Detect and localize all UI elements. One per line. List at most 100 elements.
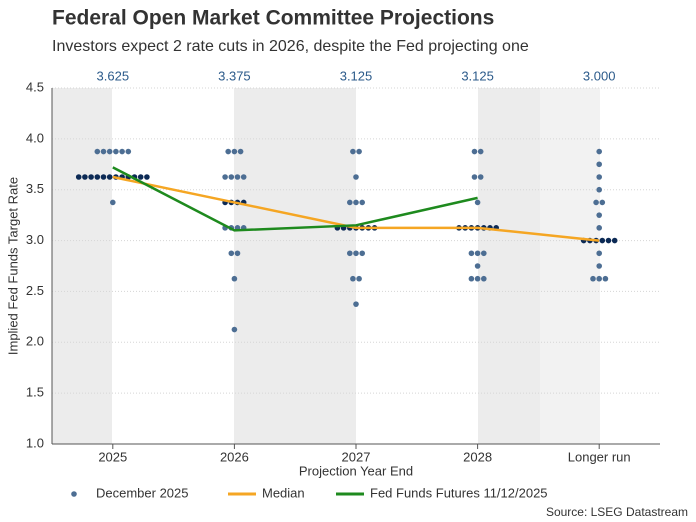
dot bbox=[353, 250, 359, 257]
dot bbox=[234, 250, 241, 257]
dot bbox=[231, 326, 238, 333]
chart-title: Federal Open Market Committee Projection… bbox=[52, 7, 494, 30]
x-tick-label: Longer run bbox=[568, 449, 631, 464]
dot bbox=[88, 174, 94, 180]
dot bbox=[106, 148, 113, 155]
dot bbox=[596, 225, 602, 231]
dot bbox=[468, 275, 475, 282]
y-tick-label: 4.5 bbox=[26, 79, 44, 94]
dot bbox=[347, 250, 353, 257]
x-tick-label: 2026 bbox=[220, 449, 249, 464]
legend-label: Median bbox=[262, 485, 305, 500]
dot bbox=[113, 148, 119, 155]
source: Source: LSEG Datastream bbox=[546, 505, 688, 519]
dot bbox=[596, 161, 602, 168]
dot bbox=[481, 275, 487, 282]
dot bbox=[359, 199, 366, 206]
dot bbox=[228, 250, 235, 257]
dot bbox=[596, 174, 602, 180]
dot bbox=[356, 148, 362, 155]
median-label: 3.375 bbox=[218, 68, 251, 83]
dot bbox=[599, 237, 606, 244]
y-tick-label: 1.5 bbox=[26, 385, 44, 400]
line bbox=[112, 175, 600, 242]
dot bbox=[100, 148, 107, 155]
dot bbox=[605, 237, 612, 244]
y-tick-label: 3.5 bbox=[26, 181, 44, 196]
dot bbox=[481, 250, 487, 257]
dot bbox=[353, 301, 359, 307]
dot bbox=[231, 275, 238, 282]
line bbox=[112, 166, 478, 232]
dot bbox=[602, 275, 609, 282]
dot bbox=[590, 275, 596, 282]
dot bbox=[347, 199, 353, 206]
dot bbox=[596, 186, 602, 193]
dot bbox=[596, 212, 602, 218]
dot bbox=[94, 148, 101, 155]
dot bbox=[471, 148, 478, 155]
dot bbox=[222, 174, 228, 180]
dot bbox=[237, 148, 244, 155]
y-tick-label: 1.0 bbox=[26, 435, 44, 450]
dot bbox=[353, 174, 359, 180]
y-tick-label: 4.0 bbox=[26, 130, 44, 145]
dot bbox=[596, 275, 602, 282]
chart-subtitle: Investors expect 2 rate cuts in 2026, de… bbox=[52, 38, 529, 55]
dot bbox=[82, 174, 88, 180]
dot bbox=[119, 148, 125, 155]
band bbox=[478, 88, 540, 444]
dot bbox=[596, 148, 602, 155]
dot bbox=[350, 275, 356, 282]
dot bbox=[474, 275, 481, 282]
dot bbox=[353, 199, 359, 206]
dot bbox=[468, 250, 475, 257]
legend-label: December 2025 bbox=[96, 485, 189, 500]
dot bbox=[356, 275, 362, 282]
dot bbox=[225, 148, 231, 155]
dot bbox=[359, 250, 366, 257]
x-axis-label: Projection Year End bbox=[299, 463, 413, 478]
dot bbox=[137, 174, 144, 180]
dot bbox=[474, 250, 481, 257]
dot bbox=[231, 148, 238, 155]
dot bbox=[110, 199, 116, 206]
legend-dot bbox=[71, 491, 77, 497]
dot bbox=[240, 174, 247, 180]
y-tick-label: 2.5 bbox=[26, 283, 44, 298]
x-tick-label: 2028 bbox=[463, 449, 492, 464]
median-label: 3.625 bbox=[97, 68, 130, 83]
dot bbox=[611, 237, 618, 244]
dot bbox=[75, 174, 82, 180]
band bbox=[234, 88, 356, 444]
dot bbox=[593, 199, 599, 206]
dot bbox=[477, 174, 484, 180]
y-tick-label: 2.0 bbox=[26, 334, 44, 349]
dot bbox=[474, 199, 481, 206]
dot bbox=[474, 263, 481, 269]
band bbox=[540, 88, 600, 444]
x-tick-label: 2025 bbox=[98, 449, 127, 464]
dot bbox=[144, 174, 150, 180]
dot bbox=[106, 174, 113, 180]
dot bbox=[477, 148, 484, 155]
median-label: 3.125 bbox=[461, 68, 494, 83]
dot bbox=[471, 174, 478, 180]
median-label: 3.000 bbox=[583, 68, 616, 83]
dot bbox=[125, 148, 132, 155]
x-tick-label: 2027 bbox=[342, 449, 371, 464]
y-axis-label: Implied Fed Funds Target Rate bbox=[5, 177, 20, 355]
dot bbox=[596, 263, 602, 269]
dot bbox=[234, 174, 241, 180]
y-tick-label: 3.0 bbox=[26, 232, 44, 247]
dot bbox=[599, 199, 606, 206]
dot bbox=[228, 174, 235, 180]
dot bbox=[100, 174, 107, 180]
median-label: 3.125 bbox=[340, 68, 373, 83]
band bbox=[52, 88, 112, 444]
legend-label: Fed Funds Futures 11/12/2025 bbox=[370, 485, 548, 500]
dot bbox=[350, 148, 356, 155]
dot bbox=[94, 174, 101, 180]
dot bbox=[596, 250, 602, 257]
